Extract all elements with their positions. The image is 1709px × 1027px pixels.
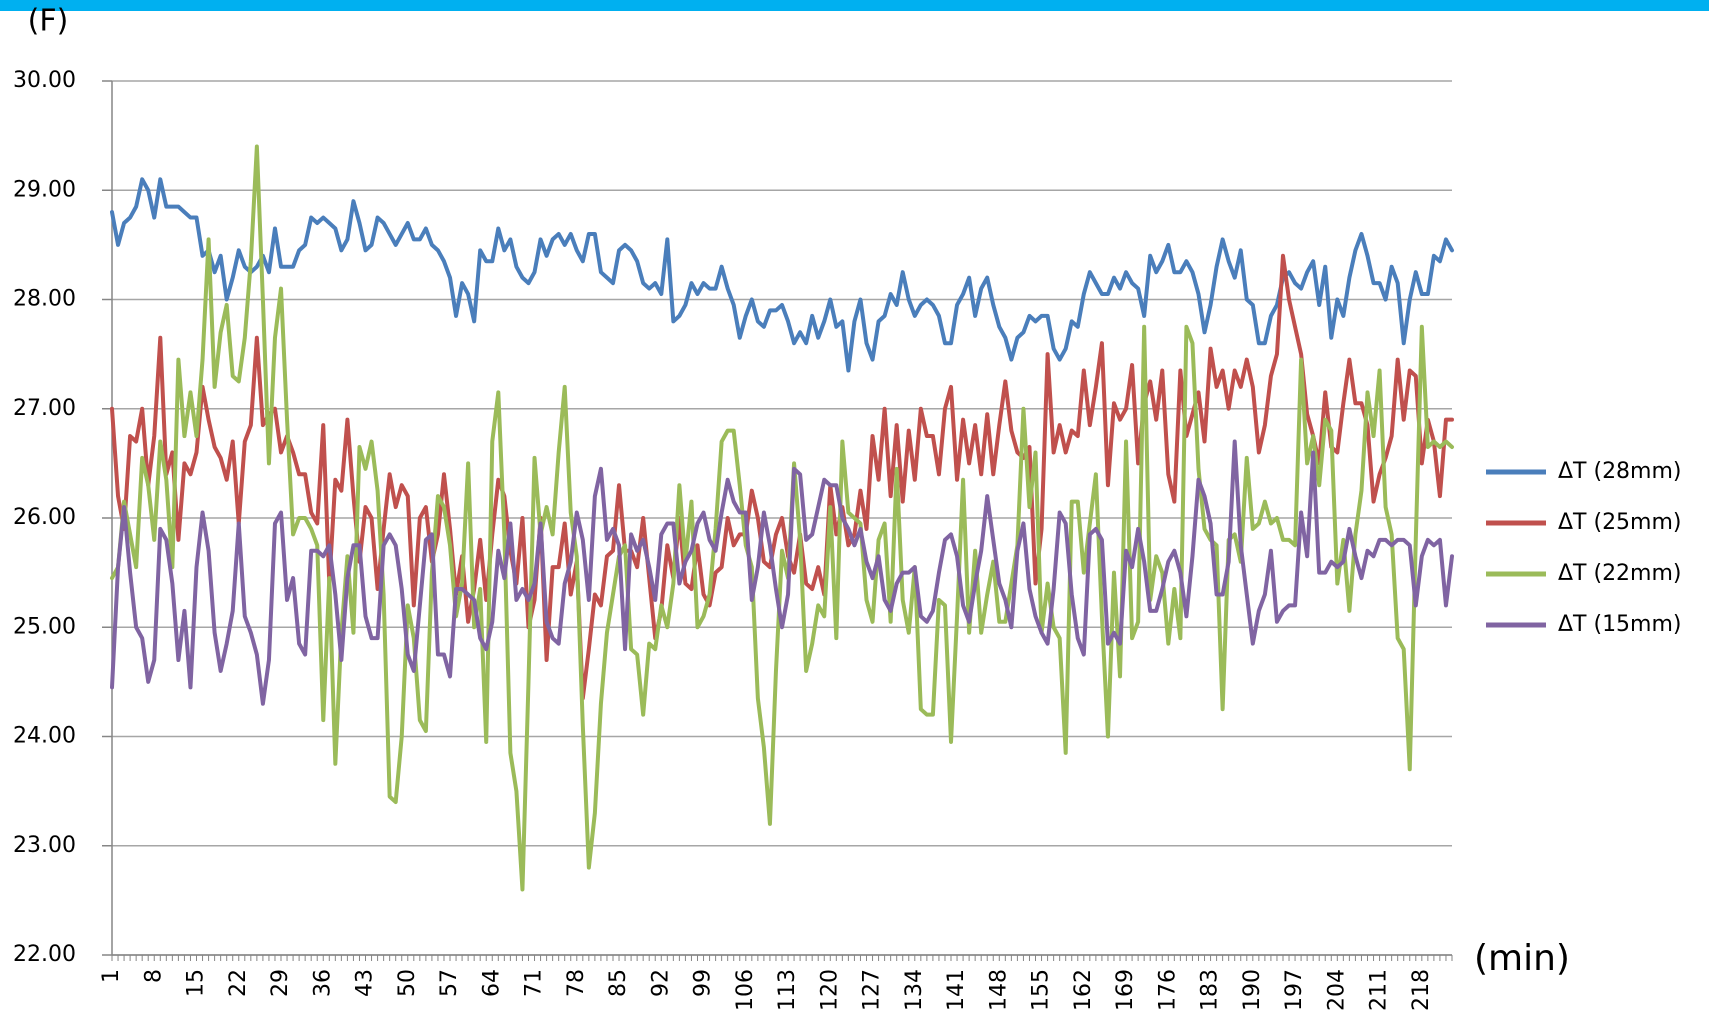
x-tick-label: 183 bbox=[1198, 969, 1223, 1011]
x-tick-label: 148 bbox=[986, 969, 1011, 1011]
x-tick-label: 50 bbox=[395, 969, 420, 997]
legend-label: ΔT (28mm) bbox=[1558, 459, 1682, 484]
x-tick-label: 169 bbox=[1113, 969, 1138, 1011]
x-tick-label: 99 bbox=[691, 969, 716, 997]
legend-label: ΔT (15mm) bbox=[1558, 612, 1682, 637]
x-tick-label: 57 bbox=[437, 969, 462, 997]
legend-label: ΔT (25mm) bbox=[1558, 510, 1682, 535]
x-tick-label: 134 bbox=[902, 969, 927, 1011]
x-tick-label: 155 bbox=[1029, 969, 1054, 1011]
y-tick-label: 23.00 bbox=[13, 833, 76, 858]
x-tick-label: 71 bbox=[522, 969, 547, 997]
series-line bbox=[110, 253, 1454, 701]
y-tick-label: 25.00 bbox=[13, 614, 76, 639]
x-tick-label: 1 bbox=[99, 969, 124, 983]
x-tick-label: 141 bbox=[944, 969, 969, 1011]
y-tick-label: 28.00 bbox=[13, 287, 76, 312]
x-tick-label: 218 bbox=[1409, 969, 1434, 1011]
x-tick-label: 92 bbox=[648, 969, 673, 997]
x-tick-label: 22 bbox=[226, 969, 251, 997]
x-tick-label: 211 bbox=[1367, 969, 1392, 1011]
series-line bbox=[110, 177, 1454, 373]
x-tick-label: 127 bbox=[860, 969, 885, 1011]
series-line bbox=[110, 439, 1454, 706]
y-tick-label: 26.00 bbox=[13, 505, 76, 530]
x-tick-label: 204 bbox=[1324, 969, 1349, 1011]
x-tick-label: 29 bbox=[268, 969, 293, 997]
legend-label: ΔT (22mm) bbox=[1558, 561, 1682, 586]
x-tick-label: 85 bbox=[606, 969, 631, 997]
x-tick-label: 43 bbox=[353, 969, 378, 997]
x-tick-label: 176 bbox=[1155, 969, 1180, 1011]
y-tick-label: 22.00 bbox=[13, 942, 76, 967]
x-tick-label: 106 bbox=[733, 969, 758, 1011]
y-axis-unit: (F) bbox=[28, 4, 69, 39]
y-tick-label: 24.00 bbox=[13, 724, 76, 749]
x-axis-unit: (min) bbox=[1474, 938, 1570, 979]
x-tick-label: 36 bbox=[310, 969, 335, 997]
x-tick-label: 120 bbox=[817, 969, 842, 1011]
top-bar bbox=[0, 0, 1709, 11]
y-tick-label: 30.00 bbox=[13, 68, 76, 93]
x-tick-label: 162 bbox=[1071, 969, 1096, 1011]
x-tick-label: 64 bbox=[479, 969, 504, 997]
x-tick-label: 15 bbox=[184, 969, 209, 997]
y-tick-label: 29.00 bbox=[13, 177, 76, 202]
x-tick-label: 8 bbox=[141, 969, 166, 983]
x-tick-label: 113 bbox=[775, 969, 800, 1011]
y-tick-label: 27.00 bbox=[13, 396, 76, 421]
x-tick-label: 78 bbox=[564, 969, 589, 997]
x-tick-label: 197 bbox=[1282, 969, 1307, 1011]
x-tick-label: 190 bbox=[1240, 969, 1265, 1011]
